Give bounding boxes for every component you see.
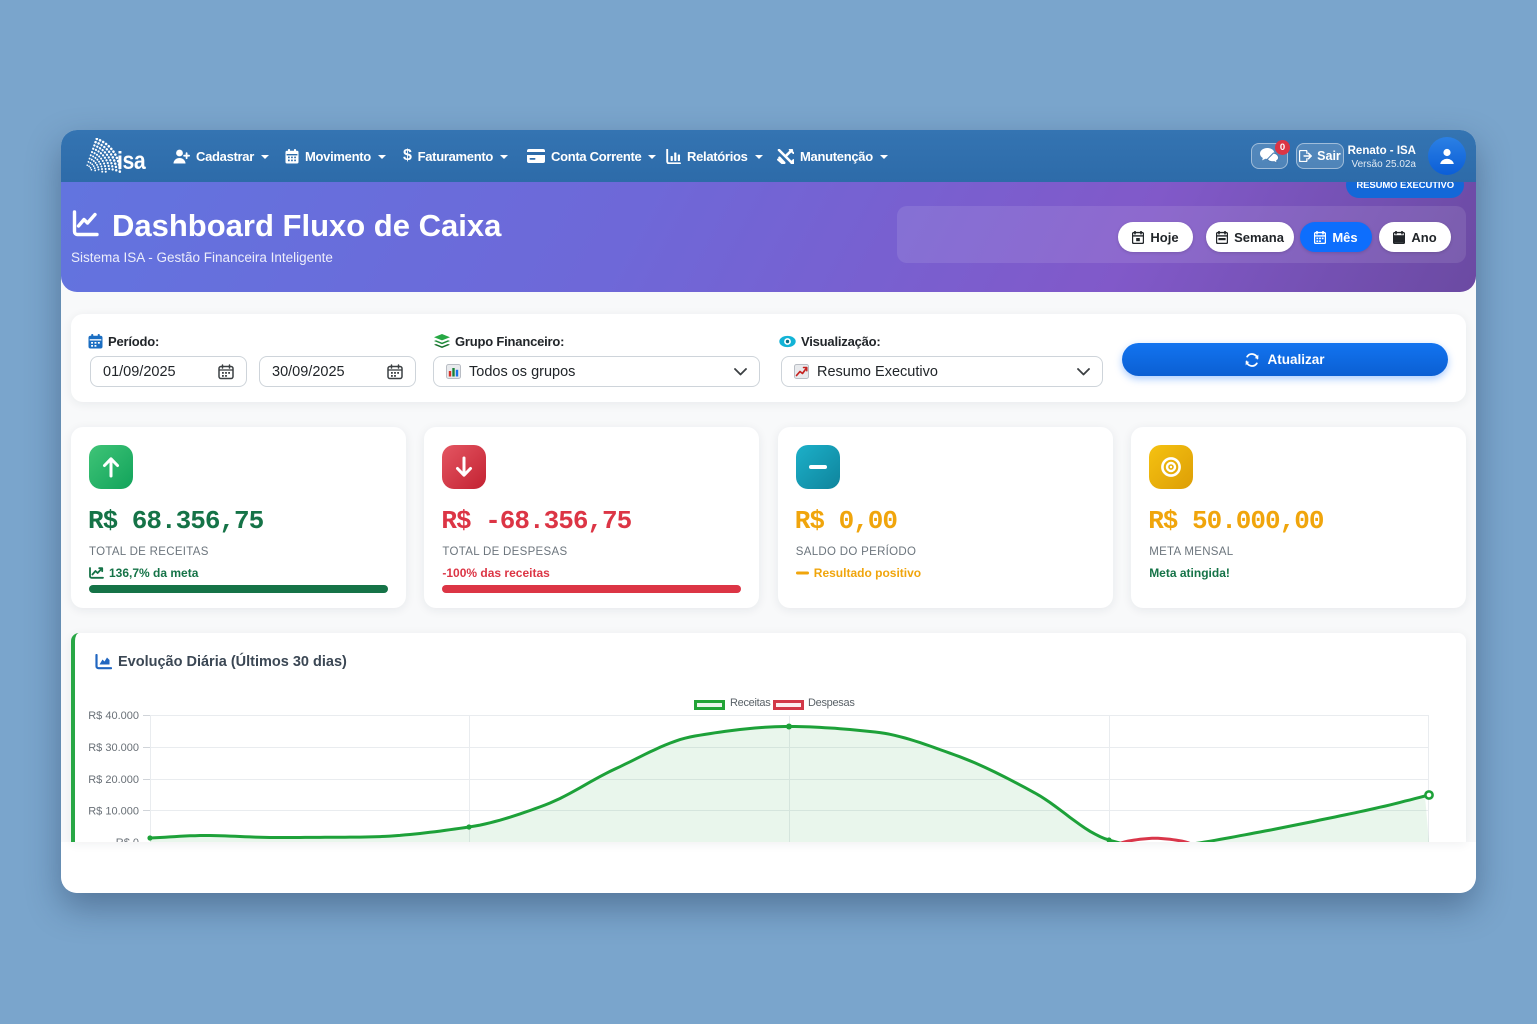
svg-text:R$ 30.000: R$ 30.000 (88, 742, 139, 754)
svg-text:R$ 40.000: R$ 40.000 (88, 710, 139, 722)
svg-text:R$ 20.000: R$ 20.000 (88, 774, 139, 786)
svg-text:R$ 10.000: R$ 10.000 (88, 806, 139, 818)
svg-text:R$ 0: R$ 0 (116, 837, 139, 842)
